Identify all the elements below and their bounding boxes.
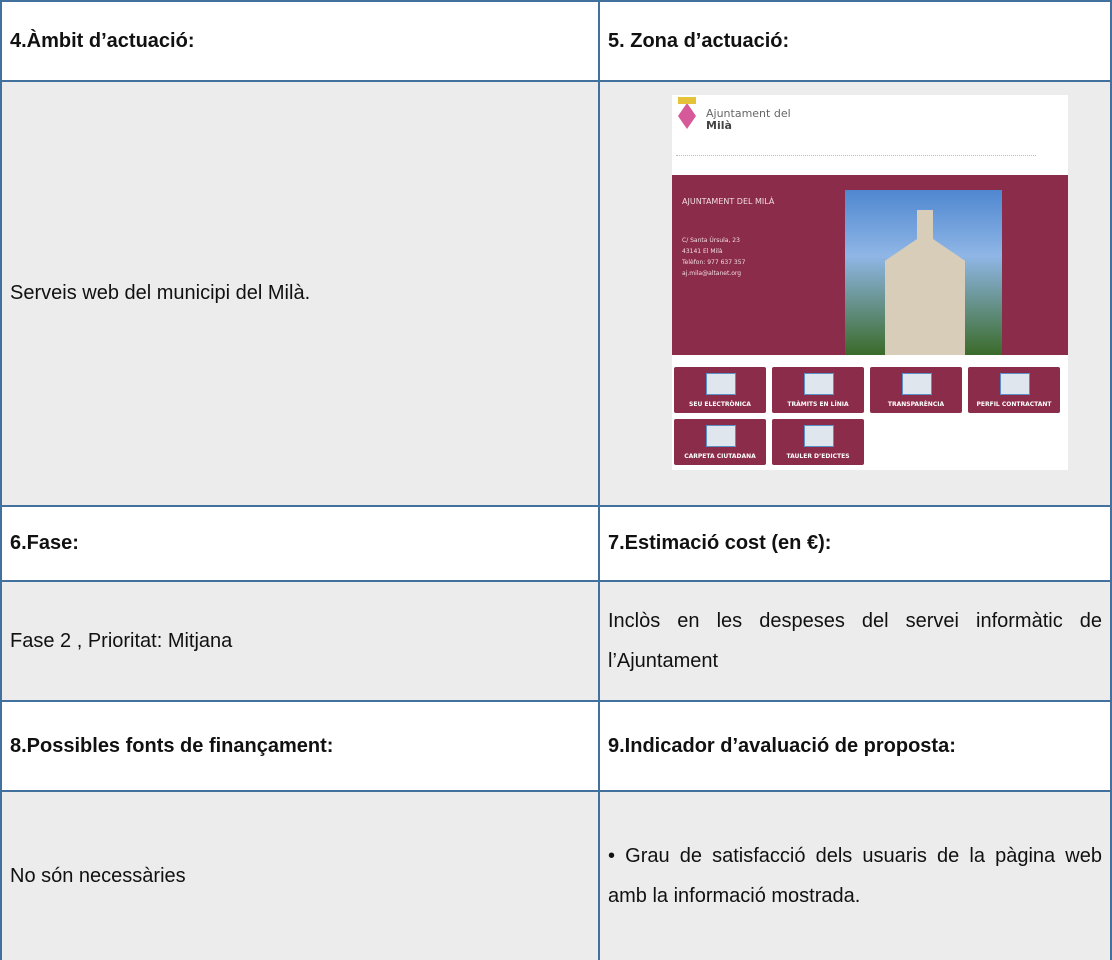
address-line: aj.mila@altanet.org [682, 270, 742, 277]
site-name: Milà [706, 119, 732, 132]
cell: No són necessàries [0, 790, 598, 960]
cell: 8.Possibles fonts de finançament: [0, 700, 598, 790]
button-label: TAULER D’EDICTES [786, 453, 850, 460]
button-label: TRÀMITS EN LÍNIA [787, 401, 849, 408]
button-label: SEU ELECTRÒNICA [689, 401, 751, 408]
site-title: Ajuntament del [706, 107, 791, 120]
cell: 7.Estimació cost (en €): [598, 505, 1112, 580]
nav [676, 155, 1036, 158]
cell: 6.Fase: [0, 505, 598, 580]
cell: 9.Indicador d’avaluació de proposta: [598, 700, 1112, 790]
heading: AJUNTAMENT DEL MILÀ [682, 197, 775, 206]
address-line: 43141 El Milà [682, 248, 723, 255]
site-button: TAULER D’EDICTES [772, 419, 864, 465]
cell: Serveis web del municipi del Milà. [0, 80, 598, 505]
cell-text: • Grau de satisfacció dels usuaris de la… [608, 845, 1102, 907]
church [885, 210, 965, 355]
button-label: CARPETA CIUTADANA [684, 453, 756, 460]
crown [678, 97, 696, 104]
address: C/ Santa Úrsula, 23 43141 El Milà Telèfon:… [682, 235, 745, 279]
address-line: Telèfon: 977 637 357 [682, 259, 746, 266]
logo [678, 103, 696, 129]
site-button: PERFIL CONTRACTANT [968, 367, 1060, 413]
button-label: TRANSPARÈNCIA [887, 401, 945, 408]
photo [845, 190, 1002, 355]
cell: 5. Zona d’actuació: [598, 0, 1112, 80]
button-icon [706, 425, 736, 447]
cell-text: Inclòs en les despeses del servei inform… [608, 610, 1102, 672]
button-icon [804, 425, 834, 447]
button-icon [706, 373, 736, 395]
site-button: CARPETA CIUTADANA [674, 419, 766, 465]
site-button: TRÀMITS EN LÍNIA [772, 367, 864, 413]
cell: • Grau de satisfacció dels usuaris de la… [598, 790, 1112, 960]
button-icon [1000, 373, 1030, 395]
cell: Fase 2 , Prioritat: Mitjana [0, 580, 598, 700]
site-button: SEU ELECTRÒNICA [674, 367, 766, 413]
cell: Inclòs en les despeses del servei inform… [598, 580, 1112, 700]
button-icon [804, 373, 834, 395]
website-screenshot: Ajuntament del Milà AJUNTAMENT DEL MILÀ … [672, 95, 1068, 470]
cell: 4.Àmbit d’actuació: [0, 0, 598, 80]
button-icon [902, 373, 932, 395]
site-button: TRANSPARÈNCIA [870, 367, 962, 413]
address-line: C/ Santa Úrsula, 23 [682, 237, 740, 244]
button-label: PERFIL CONTRACTANT [976, 401, 1052, 408]
